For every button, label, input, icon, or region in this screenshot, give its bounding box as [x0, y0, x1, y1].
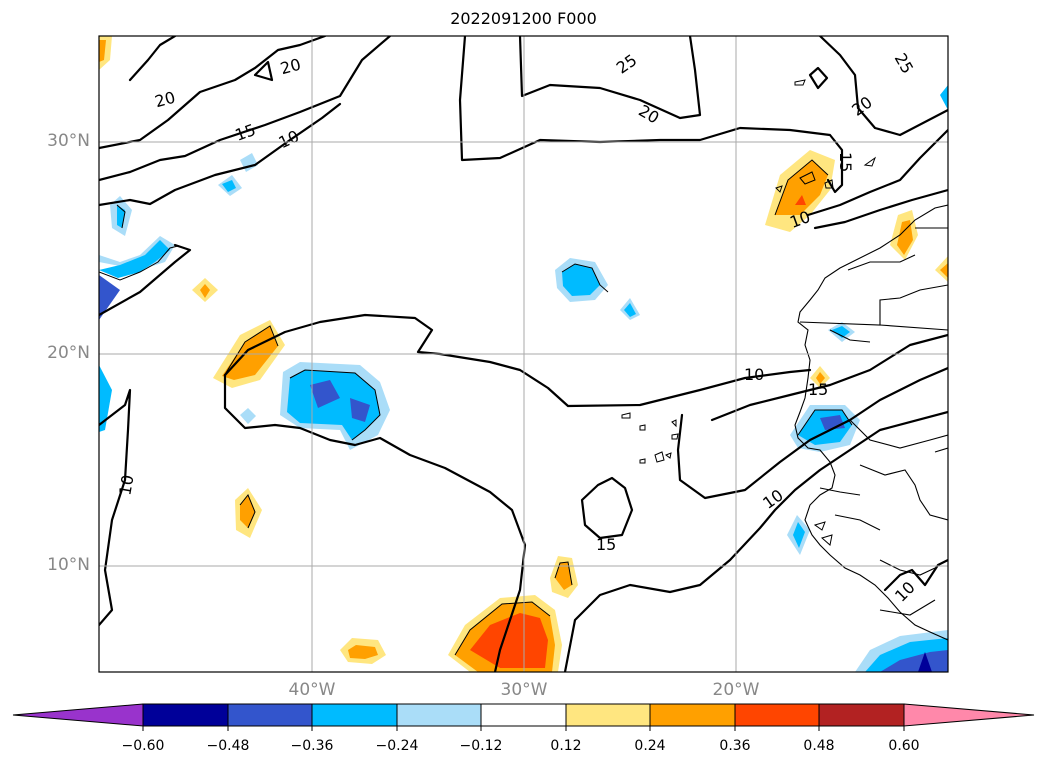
- colorbar-tick-label: −0.12: [459, 738, 503, 754]
- lat-label-20n: 20°N: [47, 343, 90, 363]
- colorbar-tick-label: 0.36: [719, 738, 751, 754]
- contour-layer: [99, 36, 948, 672]
- colorbar-tick-label: −0.48: [206, 738, 250, 754]
- contour-label: 20: [153, 88, 178, 112]
- lat-label-30n: 30°N: [47, 131, 90, 151]
- map-title: 2022091200 F000: [450, 9, 597, 28]
- map-frame: [98, 35, 949, 673]
- contour-label: 15: [596, 535, 616, 554]
- lat-label-10n: 10°N: [47, 555, 90, 575]
- colorbar-tick-label: −0.36: [290, 738, 334, 754]
- colorbar-tick-label: 0.60: [888, 738, 920, 754]
- anomaly-fill-layer: [99, 36, 948, 672]
- contour-label: 10: [115, 473, 137, 496]
- contour-label: 10: [744, 365, 764, 384]
- anomaly-outlines: [99, 159, 853, 656]
- lon-label-20w: 20°W: [712, 680, 760, 700]
- positive-anomaly-north: [99, 36, 948, 302]
- colorbar: [12, 703, 1035, 731]
- coastlines: [621, 79, 948, 641]
- colorbar-tick-label: −0.24: [375, 738, 419, 754]
- contour-label: 15: [836, 152, 855, 172]
- negative-anomaly-central: [218, 153, 640, 450]
- contour-label: 15: [808, 380, 828, 399]
- colorbar-max-extension: [903, 703, 1035, 727]
- contour-label: 20: [278, 55, 303, 79]
- colorbar-tick-label: 0.24: [634, 738, 666, 754]
- gridlines: [99, 36, 948, 672]
- colorbar-min-extension: [12, 703, 144, 727]
- negative-anomaly-east: [787, 85, 948, 672]
- colorbar-tick-label: 0.48: [803, 738, 835, 754]
- colorbar-tick-label: 0.12: [550, 738, 582, 754]
- lon-label-40w: 40°W: [288, 680, 336, 700]
- colorbar-tick-label: −0.60: [121, 738, 165, 754]
- lon-label-30w: 30°W: [500, 680, 548, 700]
